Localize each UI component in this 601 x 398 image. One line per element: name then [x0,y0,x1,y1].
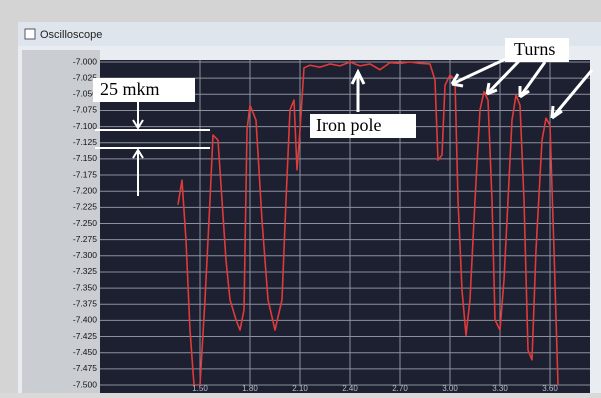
y-tick-label: -7.475 [73,363,97,373]
y-tick-label: -7.225 [73,202,97,212]
x-tick-label: 3.00 [442,384,458,393]
chart: Oscilloscope -7.000-7.025-7.050-7.075-7.… [0,0,601,393]
annotation: Turns [514,39,555,59]
y-tick-label: -7.150 [73,153,97,163]
y-tick-label: -7.200 [73,185,97,195]
page: Oscilloscope -7.000-7.025-7.050-7.075-7.… [0,0,601,393]
x-tick-label: 1.80 [242,384,258,393]
y-tick-label: -7.350 [73,282,97,292]
y-tick-label: -7.075 [73,105,97,115]
y-tick-label: -7.400 [73,315,97,325]
y-tick-label: -7.175 [73,169,97,179]
y-tick-label: -7.100 [73,121,97,131]
y-tick-label: -7.125 [73,137,97,147]
x-tick-label: 2.70 [392,384,408,393]
annotation: Iron pole [316,115,381,135]
window-icon [25,29,35,39]
annotation: 25 mkm [100,79,160,99]
x-tick-label: 2.10 [292,384,308,393]
y-tick-label: -7.250 [73,218,97,228]
window-title: Oscilloscope [40,29,102,41]
y-tick-label: -7.500 [73,379,97,389]
y-tick-label: -7.275 [73,234,97,244]
y-tick-label: -7.450 [73,347,97,357]
y-tick-label: -7.000 [73,56,97,66]
y-tick-label: -7.325 [73,266,97,276]
x-tick-label: 2.40 [342,384,358,393]
y-tick-label: -7.425 [73,331,97,341]
y-tick-label: -7.375 [73,299,97,309]
y-tick-label: -7.300 [73,250,97,260]
x-tick-label: 3.60 [542,384,558,393]
x-tick-label: 1.50 [192,384,208,393]
x-tick-label: 3.30 [492,384,508,393]
